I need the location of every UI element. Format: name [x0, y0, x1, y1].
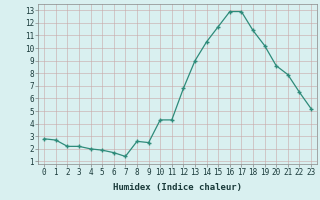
X-axis label: Humidex (Indice chaleur): Humidex (Indice chaleur) [113, 183, 242, 192]
